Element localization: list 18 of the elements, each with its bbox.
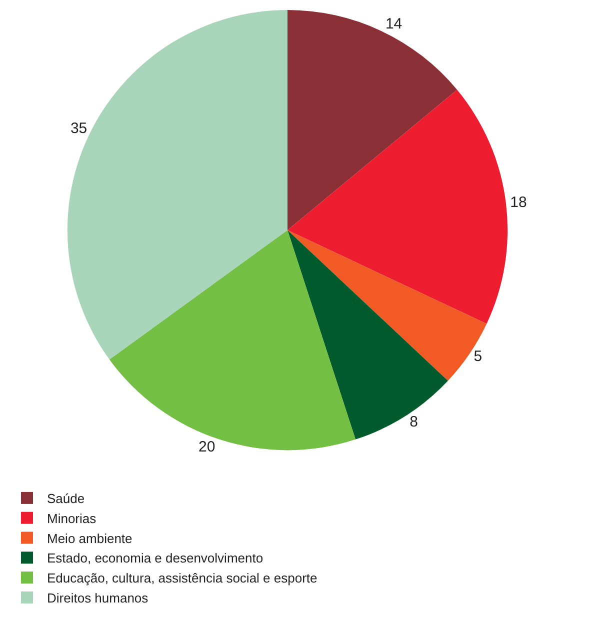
- pie-slice: [288, 10, 458, 230]
- legend-label: Estado, economia e desenvolvimento: [47, 550, 264, 566]
- data-label: 5: [474, 348, 482, 365]
- data-label: 20: [198, 438, 216, 456]
- pie-slice: [109, 230, 356, 450]
- data-label: 18: [510, 194, 527, 211]
- data-label: 8: [410, 413, 418, 430]
- legend-label: Minorias: [47, 510, 97, 526]
- data-label: 14: [385, 15, 402, 32]
- legend-label: Educação, cultura, assistência social e esporte: [47, 570, 318, 586]
- legend-label: Meio ambiente: [47, 530, 132, 546]
- pie-slice: [288, 230, 448, 440]
- pie-slice: [288, 230, 487, 381]
- pie-slice: [288, 90, 508, 324]
- legend-label: Saúde: [47, 491, 85, 506]
- legend-label: Direitos humanos: [47, 590, 149, 606]
- data-label: 35: [70, 120, 88, 137]
- pie-slice: [67, 10, 288, 360]
